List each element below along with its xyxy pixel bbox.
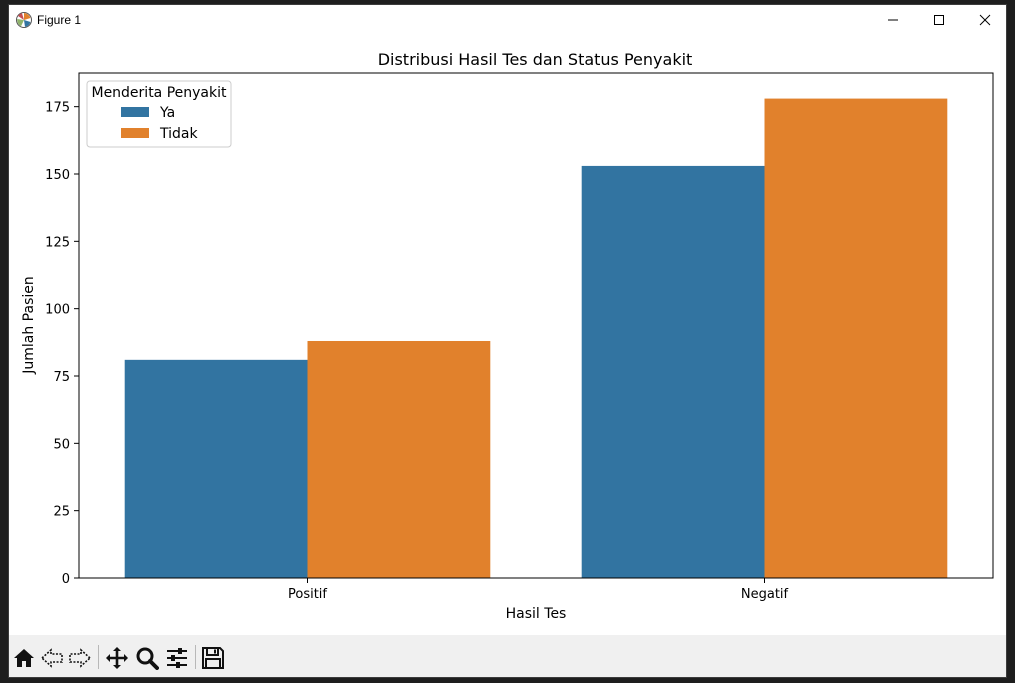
home-button[interactable] [11,645,37,671]
maximize-icon [934,15,944,25]
legend-label-tidak: Tidak [159,126,198,142]
bar-ya-positif [124,359,308,578]
window-title: Figure 1 [37,13,82,27]
zoom-magnifier-icon [136,647,159,670]
y-tick-label: 100 [45,303,70,318]
save-button[interactable] [200,645,226,671]
bar-tidak-positif [307,340,491,578]
matplotlib-figure-icon [15,11,33,29]
toolbar-separator [195,645,196,669]
configure-subplots-icon [167,648,187,668]
figure-window: Figure 1 Distribusi Hasil Tes dan Status… [8,4,1007,678]
y-tick-label: 0 [62,572,70,587]
y-tick-label: 175 [45,101,70,116]
background-desktop [0,0,8,683]
minimize-icon [888,19,898,21]
minimize-button[interactable] [870,5,916,35]
y-tick-label: 125 [45,235,70,250]
back-arrow-icon [40,648,63,668]
y-axis-label: Jumlah Pasien [21,276,37,375]
back-button[interactable] [39,645,65,671]
configure-subplots-button[interactable] [164,645,190,671]
forward-button[interactable] [67,645,93,671]
home-icon [14,649,34,667]
legend-title: Menderita Penyakit [91,85,227,101]
pan-button[interactable] [104,645,130,671]
bar-tidak-negatif [764,98,948,578]
save-icon [202,647,224,669]
y-tick-label: 150 [45,168,70,183]
x-tick-label: Positif [288,587,327,602]
legend-swatch-ya [121,107,149,117]
chart-title: Distribusi Hasil Tes dan Status Penyakit [378,50,693,69]
legend-swatch-tidak [121,128,149,138]
legend: Menderita Penyakit Ya Tidak [86,80,232,148]
zoom-button[interactable] [134,645,160,671]
legend-label-ya: Ya [159,105,175,121]
y-tick-label: 25 [53,505,70,520]
axes-frame [78,72,994,579]
close-icon [979,14,991,26]
y-tick-label: 75 [53,370,70,385]
bar-chart: Distribusi Hasil Tes dan Status Penyakit… [21,50,994,622]
plot-canvas[interactable]: Distribusi Hasil Tes dan Status Penyakit… [9,35,1006,635]
pan-move-icon [106,647,128,669]
forward-arrow-icon [69,648,92,668]
close-button[interactable] [962,5,1006,35]
title-bar: Figure 1 [9,5,1006,35]
maximize-button[interactable] [916,5,962,35]
navigation-toolbar [9,635,1006,677]
toolbar-separator [98,645,99,669]
x-axis-label: Hasil Tes [506,606,567,622]
bar-ya-negatif [581,165,765,579]
x-tick-label: Negatif [741,587,789,602]
y-tick-label: 50 [53,437,70,452]
